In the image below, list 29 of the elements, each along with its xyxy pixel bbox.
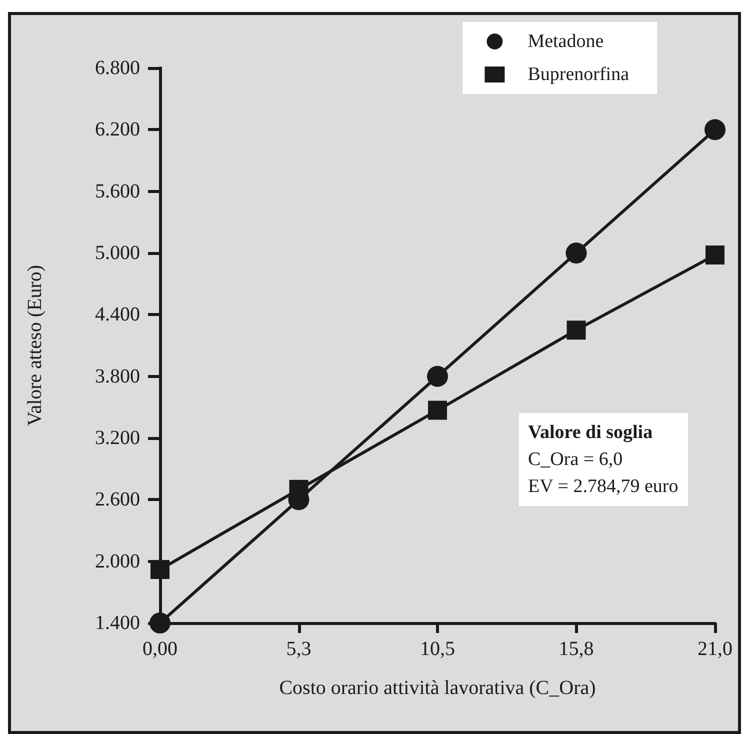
y-axis-title: Valore atteso (Euro) <box>24 264 46 426</box>
y-tick-label: 1.400 <box>95 612 140 634</box>
y-tick-label: 6.800 <box>95 57 140 79</box>
y-tick-label: 3.200 <box>95 427 140 449</box>
annotation: C_Ora = 6,0 <box>528 448 624 472</box>
x-tick-label: 21,0 <box>698 638 732 660</box>
x-tick-label: 15,8 <box>558 638 594 660</box>
x-axis-title: Costo orario attività lavorativa (C_Ora) <box>279 677 596 699</box>
y-tick-label: 3.800 <box>95 365 140 388</box>
y-tick-label: 4.400 <box>95 304 140 326</box>
y-tick-label: 5.000 <box>95 242 140 264</box>
point <box>150 560 170 580</box>
annotation: EV = 2.784,79 euro <box>528 475 678 499</box>
y-tick-label: 6.200 <box>95 118 140 141</box>
point <box>428 400 447 420</box>
point <box>427 366 448 387</box>
legend-label: Metadone <box>528 31 604 52</box>
point <box>566 320 586 340</box>
y-tick-label: 2.600 <box>95 488 140 511</box>
point <box>706 246 724 265</box>
x-tick-label: 0,00 <box>142 638 178 660</box>
annotation: Valore di soglia <box>528 421 654 445</box>
x-tick-label: 10,5 <box>420 638 455 660</box>
legend-label: Buprenorfina <box>528 64 630 85</box>
point <box>704 119 726 140</box>
y-tick-label: 5.600 <box>95 180 140 202</box>
point <box>566 242 587 264</box>
x-tick-label: 5,3 <box>286 638 312 660</box>
y-tick-label: 2.000 <box>95 550 140 572</box>
